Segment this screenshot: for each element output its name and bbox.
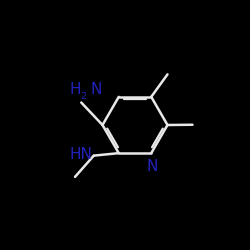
Text: HN: HN: [70, 147, 92, 162]
Text: N: N: [91, 82, 102, 98]
Text: H: H: [70, 82, 81, 98]
Text: N: N: [147, 160, 158, 174]
Text: 2: 2: [80, 92, 86, 101]
